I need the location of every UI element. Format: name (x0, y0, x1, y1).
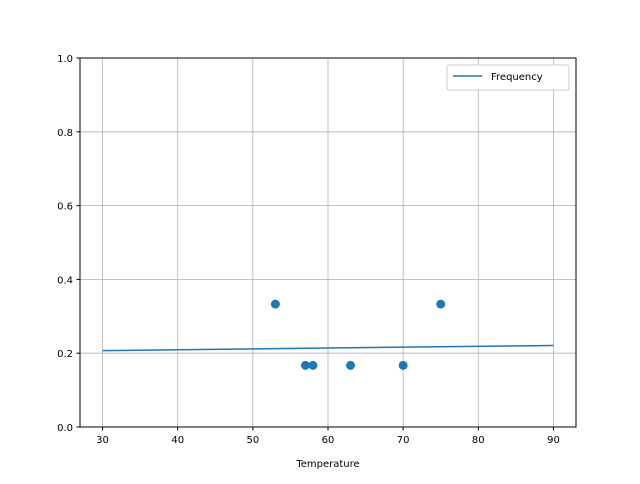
y-tick-label: 0.4 (57, 275, 73, 286)
legend-box (446, 64, 570, 91)
scatter-point (300, 360, 310, 370)
ticks: 30 40 50 60 70 80 90 0.0 0.2 0.4 0.6 0.8 1.0 (57, 54, 560, 446)
x-tick-label: 30 (96, 435, 109, 446)
y-tick-label: 1.0 (57, 54, 73, 65)
legend-label-frequency: Frequency (491, 72, 543, 83)
y-tick-label: 0.6 (57, 202, 73, 213)
grid (80, 57, 576, 428)
y-tick-label: 0.8 (57, 128, 73, 139)
marks (102, 299, 554, 370)
x-tick-label: 70 (397, 435, 410, 446)
legend: Frequency (446, 64, 570, 91)
frequency-line (102, 344, 554, 352)
scatter-point (436, 299, 446, 309)
x-tick-label: 60 (322, 435, 335, 446)
x-tick-label: 40 (171, 435, 184, 446)
scatter-point (270, 299, 280, 309)
x-tick-label: 90 (547, 435, 560, 446)
scatter-point (398, 360, 408, 370)
x-axis-label: Temperature (295, 459, 359, 470)
scatter-point (346, 360, 356, 370)
scatter-point (308, 360, 318, 370)
x-tick-label: 80 (472, 435, 485, 446)
y-tick-label: 0.0 (57, 423, 73, 434)
y-tick-label: 0.2 (57, 349, 73, 360)
x-tick-label: 50 (246, 435, 259, 446)
